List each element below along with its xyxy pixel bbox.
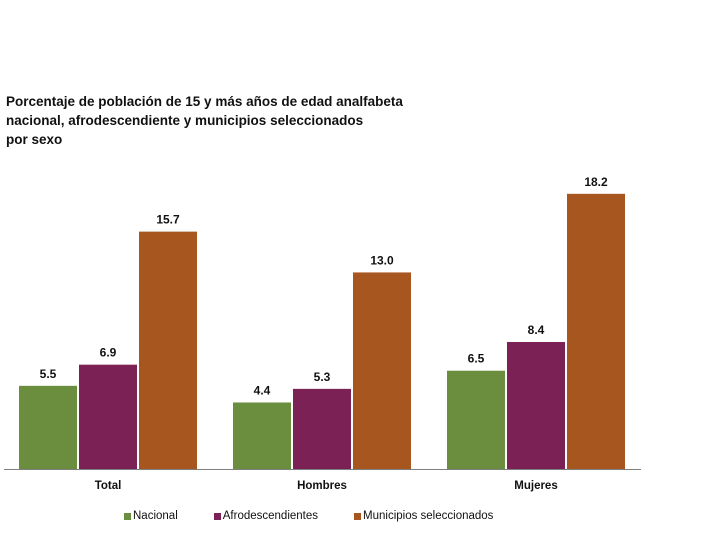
value-label-afrodescendientes-hombres: 5.3 [314, 370, 331, 384]
bar-afrodescendientes-hombres [293, 388, 351, 469]
bars-group [19, 193, 625, 470]
legend-swatch-municipios [354, 512, 362, 520]
bar-chart: 5.5 6.9 15.7 4.4 5.3 13.0 6.5 8.4 18.2 Total Homb… [4, 175, 641, 492]
category-label-mujeres: Mujeres [514, 480, 557, 492]
bar-nacional-total [19, 385, 77, 469]
chart-title: Porcentaje de población de 15 y más años… [6, 92, 526, 149]
chart-title-line-2: nacional, afrodescendiente y municipios … [6, 113, 364, 128]
legend-item-afrodescendientes: Afrodescendientes [213, 510, 319, 522]
chart-title-line-3: por sexo [6, 132, 63, 147]
value-label-afrodescendientes-mujeres: 8.4 [528, 323, 545, 337]
category-label-total: Total [95, 480, 122, 492]
bar-afrodescendientes-total [79, 364, 137, 469]
bar-afrodescendientes-mujeres [507, 341, 565, 469]
legend-label-nacional: Nacional [133, 510, 178, 522]
bar-nacional-hombres [233, 402, 291, 469]
legend-item-municipios: Municipios seleccionados [354, 510, 493, 522]
value-label-municipios-seleccionados-total: 15.7 [156, 213, 180, 227]
value-label-municipios-seleccionados-hombres: 13.0 [370, 253, 394, 267]
category-labels-group: Total Hombres Mujeres [95, 480, 558, 492]
value-label-nacional-total: 5.5 [40, 367, 57, 381]
value-label-nacional-hombres: 4.4 [254, 383, 271, 397]
value-label-municipios-seleccionados-mujeres: 18.2 [584, 175, 608, 189]
chart-title-line-1: Porcentaje de población de 15 y más años… [6, 94, 403, 109]
bar-municipios-seleccionados-hombres [353, 272, 411, 469]
legend-label-municipios: Municipios seleccionados [363, 510, 494, 522]
legend-swatch-nacional [124, 512, 131, 520]
legend-swatch-afrodescendientes [213, 512, 221, 520]
category-label-hombres: Hombres [297, 480, 347, 492]
bar-municipios-seleccionados-mujeres [567, 193, 625, 470]
legend: Nacional Afrodescendientes Municipios se… [124, 510, 493, 522]
bar-municipios-seleccionados-total [139, 231, 197, 469]
legend-item-nacional: Nacional [124, 510, 178, 522]
value-label-nacional-mujeres: 6.5 [468, 352, 485, 366]
value-label-afrodescendientes-total: 6.9 [100, 346, 117, 360]
legend-label-afrodescendientes: Afrodescendientes [222, 510, 319, 522]
value-labels-group: 5.5 6.9 15.7 4.4 5.3 13.0 6.5 8.4 18.2 [40, 175, 608, 398]
bar-nacional-mujeres [447, 370, 505, 469]
